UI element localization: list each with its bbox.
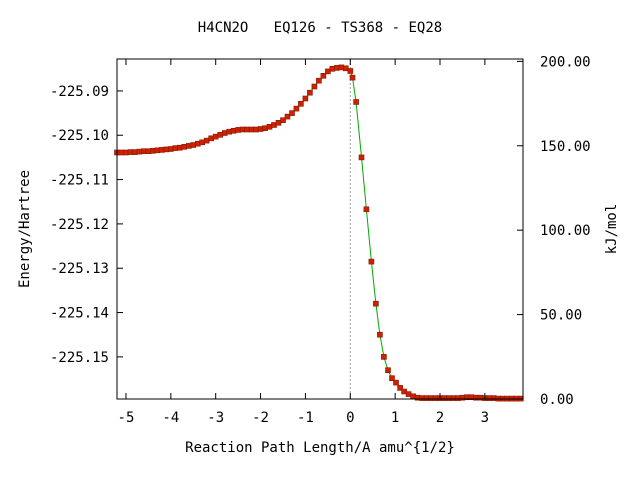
x-tick-label: -1 [297,410,314,426]
data-point [280,117,286,123]
data-point [368,258,375,265]
data-point [353,99,359,105]
data-point [363,206,370,213]
data-point [298,101,304,107]
data-point [385,367,391,374]
data-point [293,105,300,112]
data-point [311,83,318,90]
data-point [316,77,322,84]
x-tick-label: -3 [207,410,224,426]
y2-tick-label: 200.00 [540,54,591,70]
y-tick-label: -225.10 [50,128,109,144]
data-point [289,110,295,116]
data-point [381,354,387,360]
x-tick-label: 1 [391,410,399,426]
y-tick-label: -225.11 [50,173,109,189]
data-point [284,113,291,120]
y-tick-label: -225.15 [50,350,109,366]
data-point [358,154,365,161]
x-tick-label: 3 [481,410,489,426]
data-point [307,89,313,96]
plot-frame [116,58,524,400]
x-axis-label: Reaction Path Length/A amu^{1/2} [185,440,455,456]
data-points-layer [114,64,524,402]
y-axis-label: Energy/Hartree [17,170,33,288]
data-point [373,300,379,307]
x-tick-label: 2 [436,410,444,426]
y-tick-label: -225.13 [50,261,109,277]
y2-tick-label: 100.00 [540,223,591,239]
x-tick-label: -4 [162,410,179,426]
y-tick-label: -225.14 [50,306,109,322]
x-tick-label: -2 [252,410,269,426]
data-point [320,73,327,79]
chart-title: H4CN2O EQ126 - TS368 - EQ28 [198,20,442,36]
y2-axis-label: kJ/mol [604,204,620,255]
x-tick-label: 0 [346,410,354,426]
y2-tick-label: 50.00 [540,308,582,324]
series-line-layer [117,66,521,400]
data-point [393,379,399,386]
data-point [349,74,356,81]
y2-tick-label: 150.00 [540,139,591,155]
data-point [377,331,383,338]
y2-tick-label: 0.00 [540,392,574,408]
x-tick-label: -5 [118,410,135,426]
data-point [389,375,395,382]
axes-layer: -5 -4 -3 -2 -1 0 1 2 3 -225.09 -225.10 -225.11 -225.… [50,54,591,426]
data-point [347,68,354,74]
data-point [302,95,309,102]
y-tick-label: -225.09 [50,84,109,100]
data-point [397,385,403,391]
y-tick-label: -225.12 [50,217,109,233]
series-line [117,66,521,400]
